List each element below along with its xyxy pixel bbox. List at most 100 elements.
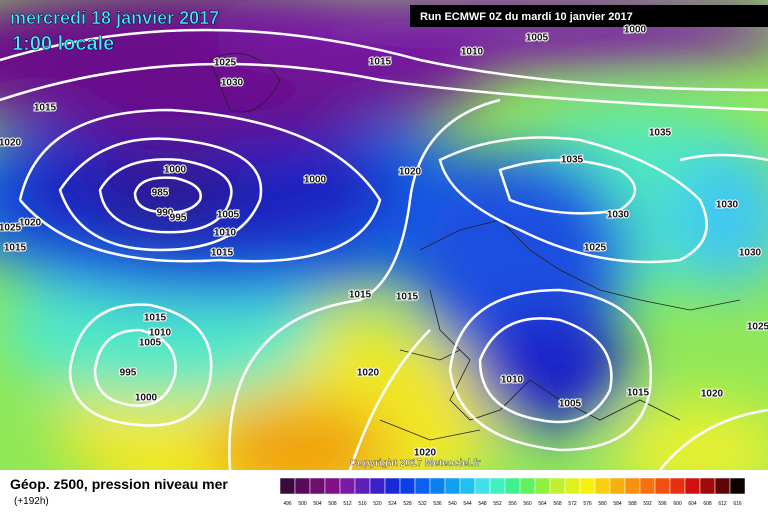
scale-swatch bbox=[399, 477, 416, 495]
isobar-label: 1010 bbox=[149, 328, 172, 339]
scale-swatch bbox=[474, 477, 491, 495]
scale-label: 616 bbox=[733, 501, 742, 507]
isobar-label: 1015 bbox=[349, 290, 372, 301]
scale-swatch bbox=[324, 477, 341, 495]
scale-label: 516 bbox=[358, 501, 367, 507]
scale-label: 540 bbox=[448, 501, 457, 507]
scale-label: 592 bbox=[643, 501, 652, 507]
scale-swatch bbox=[714, 477, 731, 495]
scale-swatch bbox=[594, 477, 611, 495]
scale-label: 596 bbox=[658, 501, 667, 507]
isobar-label: 1025 bbox=[0, 223, 22, 234]
scale-label: 508 bbox=[328, 501, 337, 507]
color-scale: 496 500 504 508 512 516 520 524 528 532 536 540 544 5… bbox=[279, 477, 746, 507]
isobar-label: 1015 bbox=[144, 313, 167, 324]
scale-swatch bbox=[609, 477, 626, 495]
scale-label: 608 bbox=[703, 501, 712, 507]
scale-label: 536 bbox=[433, 501, 442, 507]
isobar-label: 1015 bbox=[34, 103, 57, 114]
isobar-label: 1015 bbox=[211, 248, 234, 259]
isobar-label: 995 bbox=[170, 213, 187, 224]
scale-label: 560 bbox=[523, 501, 532, 507]
isobar-label: 1025 bbox=[214, 58, 237, 69]
isobar-label: 1015 bbox=[396, 292, 419, 303]
scale-label: 552 bbox=[493, 501, 502, 507]
isobar-label: 1020 bbox=[19, 218, 42, 229]
run-text: Run ECMWF 0Z du mardi 10 janvier 2017 bbox=[420, 11, 633, 23]
scale-swatch bbox=[489, 477, 506, 495]
run-box bbox=[410, 5, 768, 27]
scale-swatch bbox=[564, 477, 581, 495]
subtitle: 1:00 locale bbox=[12, 33, 114, 55]
scale-swatch bbox=[429, 477, 446, 495]
isobar-label: 1020 bbox=[0, 138, 22, 149]
scale-swatch bbox=[519, 477, 536, 495]
scale-label: 600 bbox=[673, 501, 682, 507]
scale-label: 528 bbox=[403, 501, 412, 507]
isobar-label: 1005 bbox=[139, 338, 162, 349]
isobar-label: 1005 bbox=[526, 33, 549, 44]
isobar-label: 1035 bbox=[649, 128, 672, 139]
isobar-label: 1005 bbox=[217, 210, 240, 221]
isobar-label: 1000 bbox=[304, 175, 327, 186]
scale-label: 532 bbox=[418, 501, 427, 507]
scale-swatch bbox=[549, 477, 566, 495]
isobar-label: 1020 bbox=[701, 389, 724, 400]
scale-label: 556 bbox=[508, 501, 517, 507]
scale-label: 504 bbox=[313, 501, 322, 507]
scale-label: 584 bbox=[613, 501, 622, 507]
scale-swatch bbox=[684, 477, 701, 495]
scale-swatch bbox=[294, 477, 311, 495]
scale-label: 588 bbox=[628, 501, 637, 507]
scale-label: 604 bbox=[688, 501, 697, 507]
scale-swatch bbox=[639, 477, 656, 495]
scale-label: 568 bbox=[553, 501, 562, 507]
isobar-label: 1010 bbox=[214, 228, 237, 239]
scale-label: 524 bbox=[388, 501, 397, 507]
scale-label: 500 bbox=[298, 501, 307, 507]
isobar-label: 1000 bbox=[135, 393, 158, 404]
scale-swatch bbox=[459, 477, 476, 495]
scale-swatch bbox=[669, 477, 686, 495]
scale-swatch bbox=[729, 477, 746, 495]
isobar-label: 1015 bbox=[4, 243, 27, 254]
scale-label: 512 bbox=[343, 501, 352, 507]
scale-label: 496 bbox=[283, 501, 292, 507]
scale-swatch bbox=[369, 477, 386, 495]
scale-swatch bbox=[504, 477, 521, 495]
scale-swatch bbox=[354, 477, 371, 495]
isobar-label: 1000 bbox=[164, 165, 187, 176]
scale-swatch bbox=[384, 477, 401, 495]
isobar-label: 1020 bbox=[414, 448, 437, 459]
isobar-label: 1010 bbox=[461, 47, 484, 58]
scale-swatch bbox=[579, 477, 596, 495]
footer-lead: (+192h) bbox=[14, 496, 49, 507]
scale-swatch bbox=[624, 477, 641, 495]
isobar-label: 1030 bbox=[739, 248, 762, 259]
scale-swatch bbox=[339, 477, 356, 495]
isobar-label: 1005 bbox=[559, 399, 582, 410]
scale-label: 612 bbox=[718, 501, 727, 507]
isobar-label: 1010 bbox=[501, 375, 524, 386]
isobar-label: 1025 bbox=[584, 243, 607, 254]
scale-label: 548 bbox=[478, 501, 487, 507]
isobar-label: 1015 bbox=[627, 388, 650, 399]
isobar-label: 1030 bbox=[716, 200, 739, 211]
isobar-label: 1030 bbox=[221, 78, 244, 89]
isobar-label: 1025 bbox=[747, 322, 768, 333]
scale-swatch bbox=[279, 477, 296, 495]
isobar-label: 1015 bbox=[369, 57, 392, 68]
isobar-label: 1035 bbox=[561, 155, 584, 166]
title: mercredi 18 janvier 2017 bbox=[10, 8, 219, 28]
scale-label: 564 bbox=[538, 501, 547, 507]
scale-label: 544 bbox=[463, 501, 472, 507]
scale-label: 580 bbox=[598, 501, 607, 507]
scale-swatch bbox=[444, 477, 461, 495]
isobar-label: 985 bbox=[152, 188, 169, 199]
isobar-label: 1000 bbox=[624, 25, 647, 36]
footer-title: Géop. z500, pression niveau mer bbox=[10, 476, 228, 492]
scale-swatch bbox=[309, 477, 326, 495]
